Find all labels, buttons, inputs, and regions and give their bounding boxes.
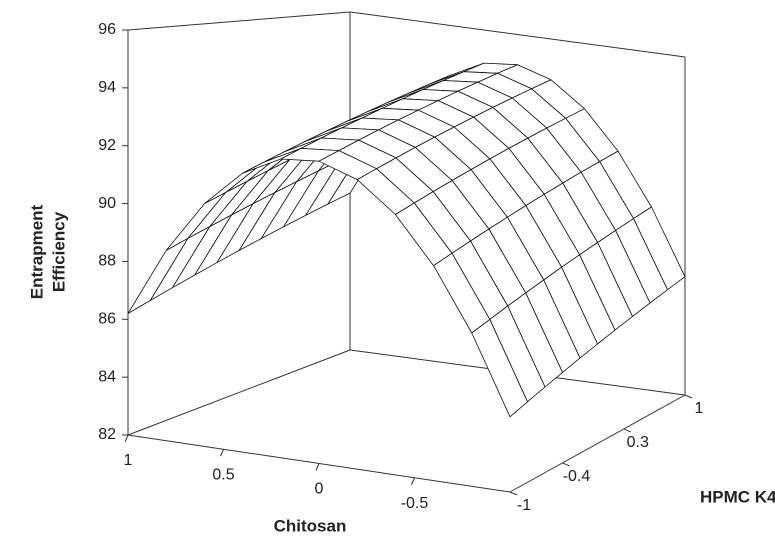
y-axis-title: HPMC K4M bbox=[700, 487, 775, 506]
x-tick-label: 0 bbox=[315, 481, 324, 498]
z-tick-label: 94 bbox=[98, 79, 116, 96]
z-axis-title: Efficiency bbox=[49, 211, 68, 292]
x-tick bbox=[124, 434, 129, 443]
y-tick-label: 1 bbox=[695, 400, 704, 417]
x-tick-label: 0.5 bbox=[212, 466, 234, 483]
x-tick-label: 1 bbox=[124, 452, 133, 469]
z-tick-label: 96 bbox=[98, 21, 116, 38]
z-axis-title: Entrapment bbox=[27, 204, 46, 299]
surface-cell bbox=[471, 318, 528, 418]
z-tick-label: 90 bbox=[98, 195, 116, 212]
wall-edge bbox=[127, 11, 351, 31]
y-tick-label: -1 bbox=[517, 497, 531, 514]
z-tick-label: 86 bbox=[98, 311, 116, 328]
x-tick-label: -0.5 bbox=[401, 495, 429, 512]
x-axis-title: Chitosan bbox=[274, 516, 347, 535]
z-tick-label: 84 bbox=[98, 368, 116, 385]
y-tick bbox=[684, 394, 693, 399]
y-axis-line bbox=[509, 394, 686, 493]
z-tick-label: 82 bbox=[98, 426, 116, 443]
floor-edge bbox=[127, 349, 351, 436]
z-tick-label: 92 bbox=[98, 137, 116, 154]
y-tick-label: 0.3 bbox=[627, 434, 649, 451]
y-tick bbox=[562, 462, 570, 467]
y-tick bbox=[623, 428, 631, 433]
y-tick-label: -0.4 bbox=[563, 468, 591, 485]
x-tick bbox=[315, 463, 320, 471]
z-tick-label: 88 bbox=[98, 253, 116, 270]
x-tick bbox=[220, 449, 224, 457]
wall-edge bbox=[349, 11, 686, 58]
y-tick bbox=[509, 491, 518, 496]
x-tick bbox=[411, 477, 415, 485]
